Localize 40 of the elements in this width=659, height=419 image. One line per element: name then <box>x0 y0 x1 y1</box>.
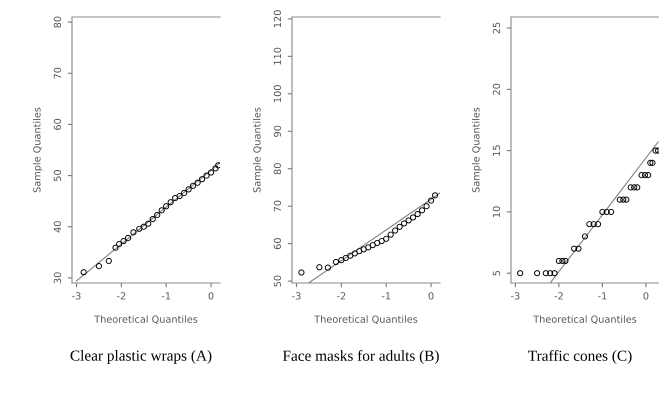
y-axis-title: Sample Quantiles <box>472 108 482 192</box>
x-tick-label: -2 <box>554 292 563 300</box>
y-tick-label: 90 <box>274 126 282 137</box>
x-tick-label: -1 <box>598 292 606 300</box>
x-axis-title: Theoretical Quantiles <box>94 315 198 324</box>
y-tick-label: 100 <box>274 85 282 102</box>
y-tick-label: 110 <box>274 48 282 65</box>
text: Face masks for adults (B) <box>282 350 439 364</box>
x-tick-label: -3 <box>292 292 301 300</box>
y-tick-label: 60 <box>274 238 282 250</box>
x-tick-label: 0 <box>428 292 434 300</box>
y-tick-label: 40 <box>54 221 62 232</box>
y-axis-title: Sample Quantiles <box>33 108 42 192</box>
y-tick-label: 70 <box>274 200 282 212</box>
y-tick-label: 80 <box>274 163 282 174</box>
y-tick-label: 50 <box>54 170 62 182</box>
x-tick-label: -1 <box>382 292 390 300</box>
x-tick-label: -1 <box>162 292 170 300</box>
y-tick-label: 80 <box>54 16 62 28</box>
text: Clear plastic wraps (A) <box>70 350 212 364</box>
y-tick-label: 30 <box>54 272 62 284</box>
y-tick-label: 25 <box>492 22 500 34</box>
x-tick-label: -2 <box>336 292 346 300</box>
x-tick-label: 0 <box>208 292 214 300</box>
text: Traffic cones (C) <box>528 350 632 364</box>
x-tick-label: -3 <box>72 292 81 300</box>
y-tick-label: 50 <box>274 276 282 287</box>
y-tick-label: 120 <box>274 10 282 28</box>
x-axis-title: Theoretical Quantiles <box>314 315 418 324</box>
x-tick-label: 0 <box>643 292 648 300</box>
x-tick-label: -2 <box>116 292 126 300</box>
x-axis-title: Theoretical Quantiles <box>533 315 636 324</box>
y-tick-label: 70 <box>54 68 62 79</box>
y-axis-title: Sample Quantiles <box>253 108 262 192</box>
y-tick-label: 15 <box>492 145 500 156</box>
x-tick-label: -3 <box>510 292 520 300</box>
y-tick-label: 60 <box>54 118 62 130</box>
y-tick-label: 5 <box>492 270 500 276</box>
y-tick-label: 10 <box>492 206 500 218</box>
y-tick-label: 20 <box>492 84 500 95</box>
